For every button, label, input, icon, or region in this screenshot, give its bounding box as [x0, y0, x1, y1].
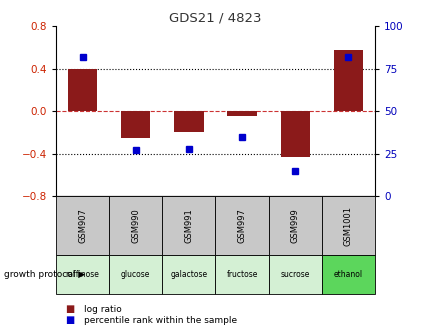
- Bar: [280, 111, 309, 157]
- Text: sucrose: sucrose: [280, 270, 309, 279]
- Text: GSM990: GSM990: [131, 208, 140, 243]
- Text: percentile rank within the sample: percentile rank within the sample: [84, 316, 236, 325]
- Text: GSM907: GSM907: [78, 208, 87, 243]
- Text: GSM999: GSM999: [290, 208, 299, 243]
- Text: ■: ■: [64, 304, 74, 314]
- Bar: [227, 111, 256, 116]
- Text: galactose: galactose: [170, 270, 207, 279]
- Bar: [174, 111, 203, 132]
- Text: log ratio: log ratio: [84, 304, 122, 314]
- Text: growth protocol ▶: growth protocol ▶: [4, 270, 85, 279]
- Bar: [121, 111, 150, 138]
- Bar: [333, 49, 362, 111]
- Text: ethanol: ethanol: [333, 270, 362, 279]
- Text: raffinose: raffinose: [65, 270, 99, 279]
- Text: GSM1001: GSM1001: [343, 206, 352, 246]
- Title: GDS21 / 4823: GDS21 / 4823: [169, 12, 261, 25]
- Text: GSM991: GSM991: [184, 208, 193, 243]
- Text: ■: ■: [64, 316, 74, 325]
- Text: GSM997: GSM997: [237, 208, 246, 243]
- Text: fructose: fructose: [226, 270, 257, 279]
- Text: glucose: glucose: [121, 270, 150, 279]
- Bar: [68, 69, 97, 111]
